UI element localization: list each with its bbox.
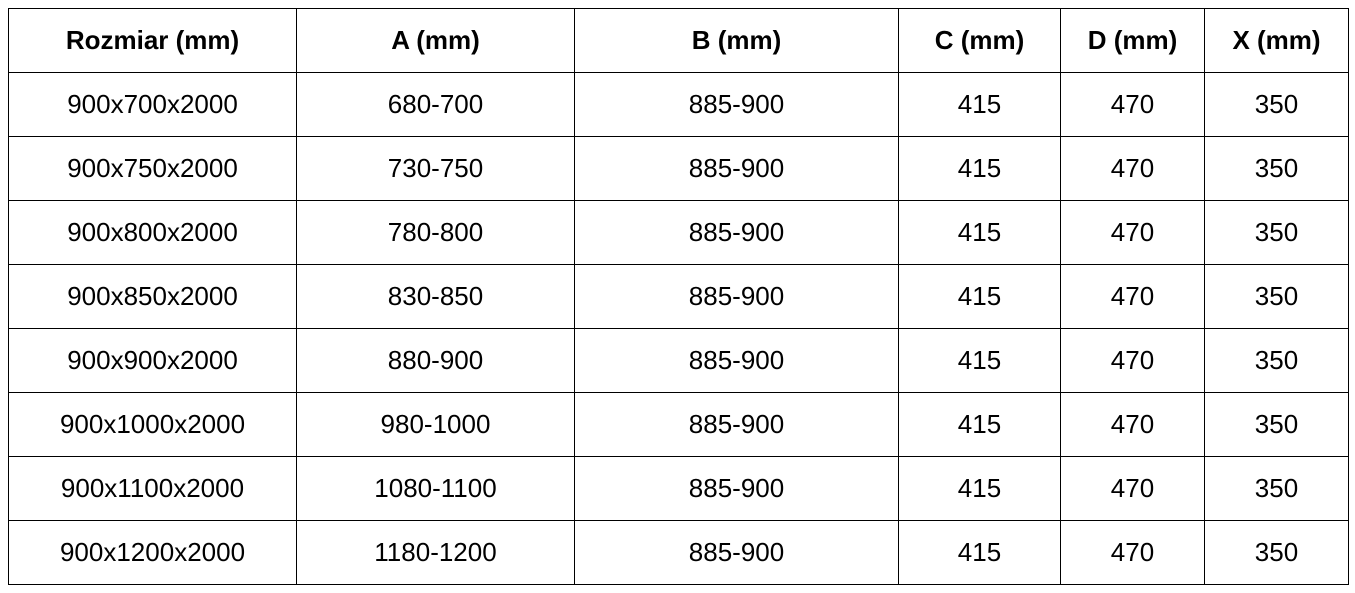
table-cell: 885-900 — [574, 456, 899, 521]
table-cell: 900x1100x2000 — [8, 456, 297, 521]
table-row: 900x850x2000 830-850 885-900 415 470 350 — [8, 264, 1349, 329]
table-cell: 350 — [1204, 264, 1349, 329]
table-cell: 470 — [1060, 200, 1205, 265]
table-cell: 350 — [1204, 328, 1349, 393]
table-row: 900x900x2000 880-900 885-900 415 470 350 — [8, 328, 1349, 393]
table-cell: 885-900 — [574, 328, 899, 393]
table-cell: 470 — [1060, 136, 1205, 201]
table-cell: 885-900 — [574, 72, 899, 137]
table-cell: 885-900 — [574, 520, 899, 585]
table-cell: 470 — [1060, 456, 1205, 521]
table-row: 900x1100x2000 1080-1100 885-900 415 470 350 — [8, 456, 1349, 521]
table-cell: 900x1000x2000 — [8, 392, 297, 457]
table-cell: 880-900 — [296, 328, 575, 393]
column-header: D (mm) — [1060, 8, 1205, 73]
table-cell: 900x900x2000 — [8, 328, 297, 393]
table-cell: 470 — [1060, 392, 1205, 457]
table-cell: 470 — [1060, 264, 1205, 329]
table-cell: 470 — [1060, 520, 1205, 585]
table-cell: 900x1200x2000 — [8, 520, 297, 585]
table-cell: 415 — [898, 520, 1061, 585]
table-cell: 470 — [1060, 328, 1205, 393]
table-cell: 350 — [1204, 520, 1349, 585]
table-cell: 900x800x2000 — [8, 200, 297, 265]
table-cell: 415 — [898, 328, 1061, 393]
table-cell: 885-900 — [574, 392, 899, 457]
table-cell: 415 — [898, 200, 1061, 265]
column-header: B (mm) — [574, 8, 899, 73]
table-row: 900x750x2000 730-750 885-900 415 470 350 — [8, 136, 1349, 201]
table-cell: 680-700 — [296, 72, 575, 137]
table-cell: 415 — [898, 72, 1061, 137]
table-cell: 350 — [1204, 456, 1349, 521]
table-row: 900x1000x2000 980-1000 885-900 415 470 350 — [8, 392, 1349, 457]
table-cell: 730-750 — [296, 136, 575, 201]
column-header: Rozmiar (mm) — [8, 8, 297, 73]
table-cell: 415 — [898, 456, 1061, 521]
table-cell: 415 — [898, 136, 1061, 201]
table-cell: 780-800 — [296, 200, 575, 265]
table-row: 900x700x2000 680-700 885-900 415 470 350 — [8, 72, 1349, 137]
table-cell: 470 — [1060, 72, 1205, 137]
table-row: 900x1200x2000 1180-1200 885-900 415 470 350 — [8, 520, 1349, 585]
table-row: 900x800x2000 780-800 885-900 415 470 350 — [8, 200, 1349, 265]
table-cell: 900x700x2000 — [8, 72, 297, 137]
table-cell: 350 — [1204, 200, 1349, 265]
header-row: Rozmiar (mm) A (mm) B (mm) C (mm) D (mm) X (m… — [8, 8, 1349, 73]
column-header: C (mm) — [898, 8, 1061, 73]
table-cell: 885-900 — [574, 136, 899, 201]
table-cell: 1080-1100 — [296, 456, 575, 521]
table-cell: 415 — [898, 264, 1061, 329]
table-cell: 830-850 — [296, 264, 575, 329]
dimensions-table: Rozmiar (mm) A (mm) B (mm) C (mm) D (mm) X (m… — [8, 8, 1349, 585]
table-cell: 900x850x2000 — [8, 264, 297, 329]
table-cell: 980-1000 — [296, 392, 575, 457]
table-cell: 885-900 — [574, 200, 899, 265]
table-cell: 1180-1200 — [296, 520, 575, 585]
table-cell: 885-900 — [574, 264, 899, 329]
table-cell: 350 — [1204, 72, 1349, 137]
column-header: A (mm) — [296, 8, 575, 73]
column-header: X (mm) — [1204, 8, 1349, 73]
table-cell: 350 — [1204, 392, 1349, 457]
table-cell: 900x750x2000 — [8, 136, 297, 201]
table-cell: 415 — [898, 392, 1061, 457]
table-cell: 350 — [1204, 136, 1349, 201]
